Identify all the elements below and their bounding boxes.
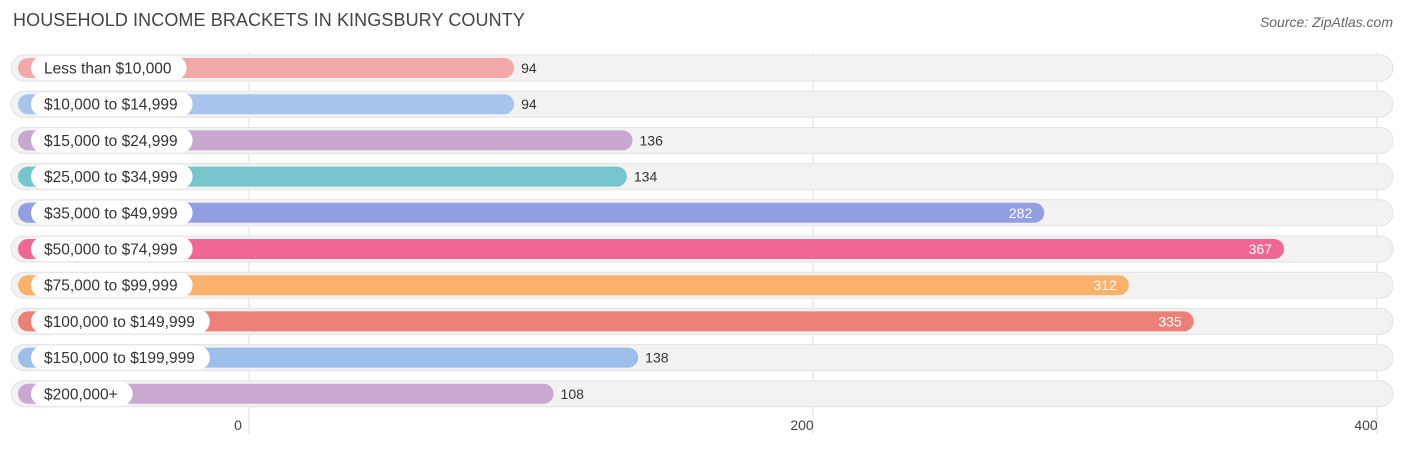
category-label-pill (31, 345, 210, 370)
chart-title: HOUSEHOLD INCOME BRACKETS IN KINGSBURY C… (13, 10, 525, 30)
value-label: 94 (521, 96, 537, 112)
chart-rows: Less than $10,000 94$10,000 to $14,999 94$… (10, 54, 1394, 408)
bar-row: $10,000 to $14,999 94 (10, 90, 1394, 118)
category-label-pill (31, 164, 193, 189)
value-label: 312 (1093, 277, 1117, 293)
category-label: $150,000 to $199,999 (44, 350, 195, 367)
category-label: $10,000 to $14,999 (44, 97, 178, 114)
value-label: 138 (645, 350, 669, 366)
value-label: 282 (1009, 205, 1033, 221)
category-label: $75,000 to $99,999 (44, 278, 178, 295)
bar-row: $200,000+ 108 (10, 380, 1394, 408)
category-label-pill (31, 200, 193, 225)
category-label: $100,000 to $149,999 (44, 314, 195, 331)
bar-row: Less than $10,000 94 (10, 54, 1394, 82)
chart-source: Source: ZipAtlas.com (1259, 14, 1393, 30)
value-label: 108 (561, 386, 585, 402)
bar[interactable] (18, 202, 1045, 223)
category-label-pill (31, 128, 193, 153)
x-axis: 0 200 400 (234, 417, 1378, 433)
category-label-pill (31, 237, 193, 261)
value-label: 335 (1158, 313, 1182, 329)
bar-row: $15,000 to $24,999 136 (10, 126, 1394, 154)
category-label-pill (31, 381, 133, 406)
bar[interactable] (18, 239, 1284, 259)
value-label: 367 (1249, 241, 1273, 257)
bar[interactable] (18, 311, 1194, 332)
bar-row: $150,000 to $199,999 138 (10, 344, 1394, 372)
value-label: 136 (640, 132, 664, 148)
category-label: $25,000 to $34,999 (44, 169, 178, 186)
category-label-pill (31, 56, 187, 80)
bar-row: $25,000 to $34,999 134 (10, 163, 1394, 191)
category-label: Less than $10,000 (44, 61, 172, 78)
value-label: 134 (634, 169, 658, 185)
x-tick-label: 200 (790, 417, 814, 433)
category-label-pill (31, 309, 210, 334)
x-tick-label: 0 (234, 417, 242, 433)
category-label-pill (31, 273, 193, 298)
bar[interactable] (18, 383, 554, 404)
bar-row: $75,000 to $99,999 312 (10, 271, 1394, 299)
bar-row: $100,000 to $149,999 335 (10, 307, 1394, 335)
bar-row: $50,000 to $74,999 367 (10, 235, 1394, 263)
bar-row: $35,000 to $49,999 282 (10, 199, 1394, 227)
category-label-pill (31, 92, 193, 117)
category-label: $15,000 to $24,999 (44, 133, 178, 150)
bar[interactable] (18, 275, 1129, 296)
value-label: 94 (521, 60, 537, 76)
category-label: $200,000+ (44, 386, 118, 403)
category-label: $50,000 to $74,999 (44, 242, 178, 259)
x-tick-label: 400 (1354, 417, 1378, 433)
category-label: $35,000 to $49,999 (44, 205, 178, 222)
